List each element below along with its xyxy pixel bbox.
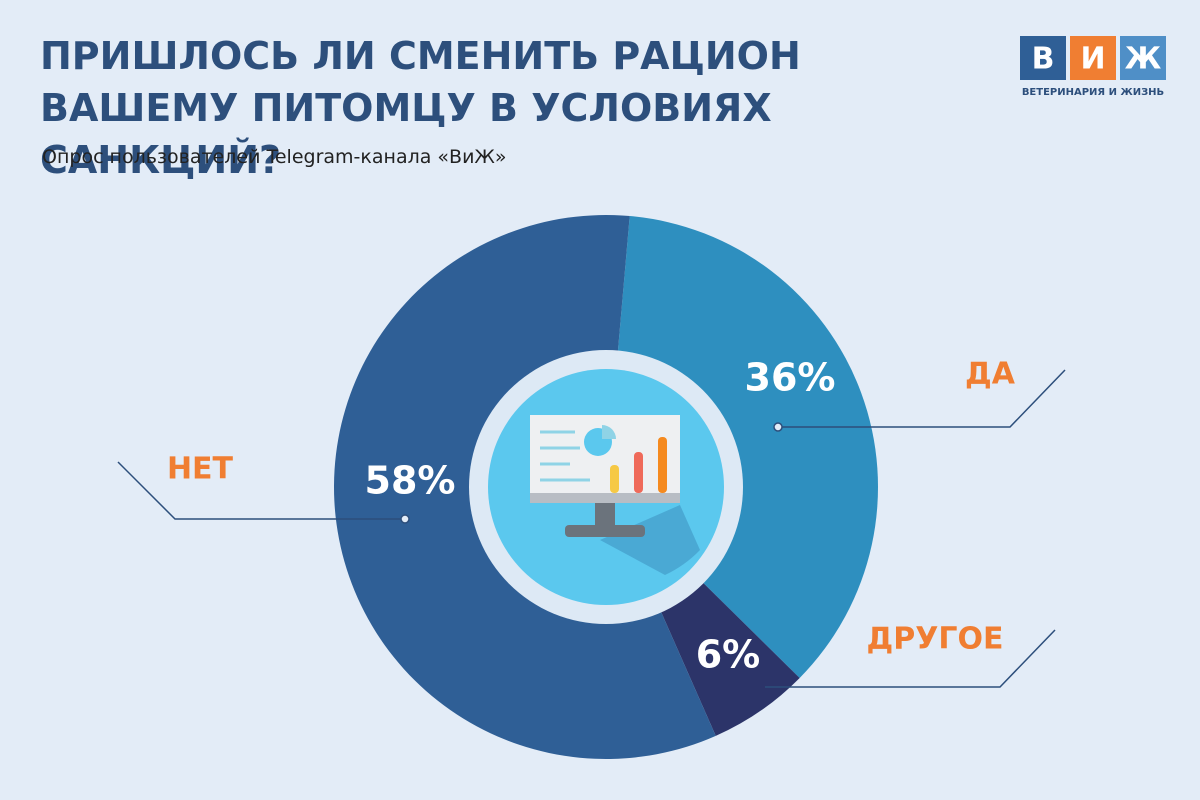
category-label: НЕТ — [167, 452, 234, 487]
logo-letter: И — [1080, 42, 1105, 77]
leader-dot — [400, 514, 410, 524]
screen-base — [530, 493, 680, 503]
logo-box — [1070, 36, 1116, 80]
leader-line — [117, 461, 405, 520]
icon-pie-slice — [602, 425, 616, 439]
logo: В И Ж ВЕТЕРИНАРИЯ И ЖИЗНЬ — [1020, 36, 1166, 98]
leaders — [117, 369, 1066, 688]
value-label: 58% — [365, 459, 456, 503]
stand-foot — [565, 525, 645, 537]
monitor-icon — [530, 415, 700, 575]
leader-dot — [773, 422, 783, 432]
logo-box — [1020, 36, 1066, 80]
value-label: 36% — [745, 356, 836, 400]
logo-letter: В — [1032, 42, 1055, 77]
icon-shadow — [600, 505, 700, 575]
icon-bar — [610, 465, 619, 493]
icon-bar — [634, 452, 643, 493]
slice — [606, 216, 879, 678]
leader-line — [765, 629, 1056, 688]
leader-line — [778, 369, 1066, 428]
logo-letter: Ж — [1125, 42, 1162, 77]
value-label: 6% — [696, 633, 761, 677]
subtitle: Опрос пользователей Telegram-канала «ВиЖ… — [42, 146, 507, 168]
category-label: ДА — [965, 357, 1016, 392]
category-label: ДРУГОЕ — [867, 622, 1004, 657]
title: ПРИШЛОСЬ ЛИ СМЕНИТЬ РАЦИОН ВАШЕМУ ПИТОМЦ… — [40, 34, 801, 182]
stand — [595, 503, 615, 525]
logo-caption: ВЕТЕРИНАРИЯ И ЖИЗНЬ — [1022, 87, 1164, 98]
icon-bar — [658, 437, 667, 493]
logo-box — [1120, 36, 1166, 80]
